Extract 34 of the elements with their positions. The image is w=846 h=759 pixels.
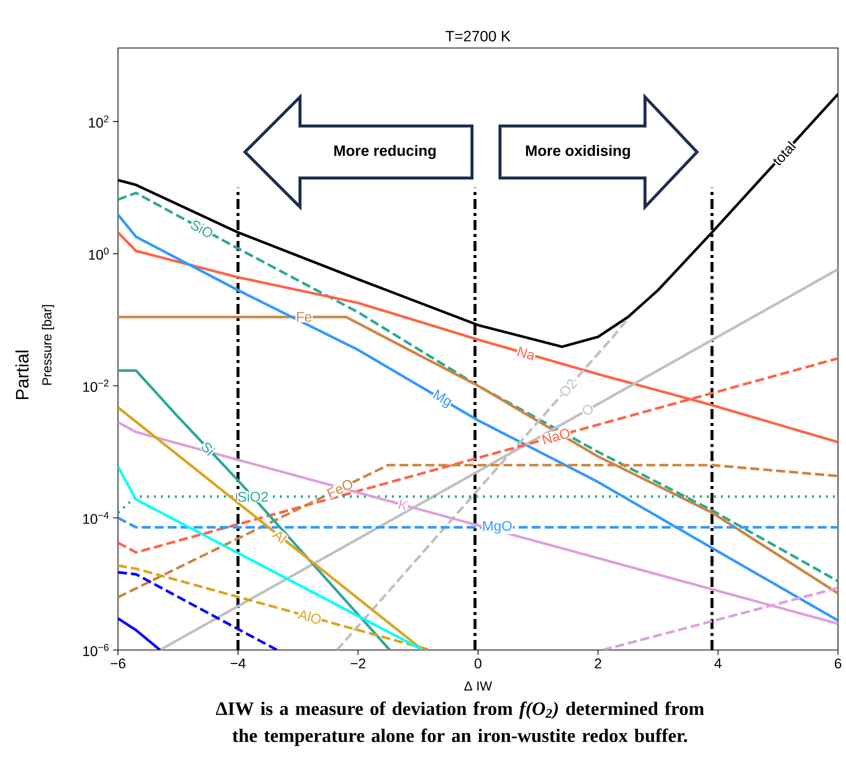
x-tick-label: −6 <box>110 658 126 668</box>
text: Al <box>272 531 288 544</box>
x-tick-label: 4 <box>714 658 722 668</box>
chart-title: T=2700 K <box>446 30 511 42</box>
series-label: MgO <box>483 520 512 534</box>
text: K <box>398 499 408 511</box>
series-label: Fe <box>296 312 312 322</box>
text: Na <box>517 346 534 360</box>
series-label: SiO2 <box>238 491 268 502</box>
text: ΔIW is a measure of deviation from f(O$_{2}$) determined from the temperature alone for an iron-wustite redox buffer. <box>216 702 704 746</box>
x-axis-title: Δ IW <box>464 682 492 690</box>
text: AlO <box>297 610 321 624</box>
y-tick-label: 10$^{−6}$ <box>83 644 109 656</box>
text: Si <box>202 442 216 456</box>
line-series <box>118 369 392 650</box>
x-tick-label: 6 <box>834 658 842 668</box>
text: Mg <box>432 389 452 408</box>
y-axis-title: Pressure [bar] <box>42 305 54 385</box>
x-tick-label: 0 <box>474 658 482 668</box>
y-tick-label: 10$^{−2}$ <box>83 380 108 392</box>
y-tick-label: 10$^{0}$ <box>89 248 109 260</box>
y-tick-label: 10$^{2}$ <box>89 115 108 128</box>
annotation: More oxidising <box>526 144 630 160</box>
x-tick-label: −2 <box>350 658 366 668</box>
text: NaO <box>542 428 570 444</box>
x-tick-label: 2 <box>594 658 602 668</box>
y-tick-label: 10$^{−4}$ <box>83 512 109 524</box>
text: O2 <box>560 379 578 396</box>
text: FeO <box>326 480 352 498</box>
text: SiO <box>190 220 212 238</box>
x-tick-label: −4 <box>230 658 246 668</box>
text: Partial <box>15 350 29 400</box>
annotation: More reducing <box>334 144 436 160</box>
text: O <box>582 404 593 415</box>
